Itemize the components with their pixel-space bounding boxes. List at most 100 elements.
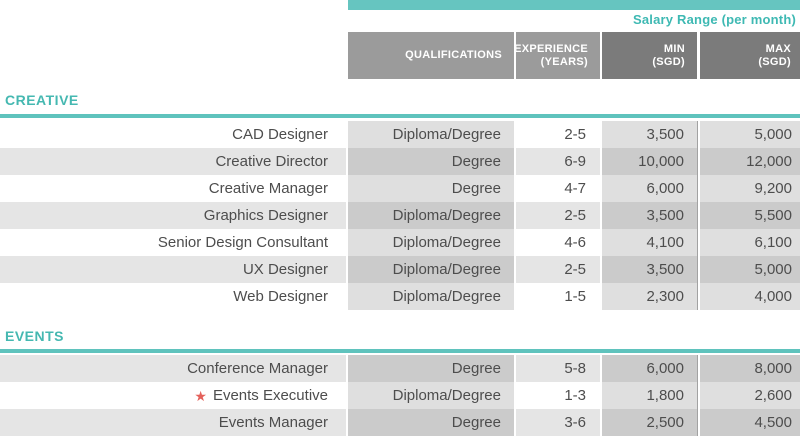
experience-cell: 1-5: [564, 288, 586, 305]
experience-cell: 5-8: [516, 355, 600, 382]
column-header-label: QUALIFICATIONS: [405, 49, 502, 61]
column-gap: [346, 382, 348, 409]
column-gap: [698, 148, 700, 175]
table-row: Graphics Designer Diploma/Degree 2-5 3,500 5…: [0, 202, 800, 229]
section-rule: [0, 114, 800, 118]
max-salary-cell: 4,500: [700, 409, 800, 436]
column-gap: [346, 229, 348, 256]
column-gap: [600, 229, 602, 256]
max-salary-cell: 5,500: [700, 202, 800, 229]
column-gap: [698, 409, 700, 436]
column-gap: [514, 148, 516, 175]
column-header-min: MIN (SGD): [602, 32, 697, 79]
table-row: Events Manager Degree 3-6 2,500 4,500: [0, 409, 800, 436]
job-title-cell: Web Designer: [0, 283, 346, 310]
qualifications-cell: Degree: [348, 148, 514, 175]
qualifications-cell: Degree: [348, 175, 514, 202]
column-gap: [698, 175, 700, 202]
column-gap: [346, 175, 348, 202]
column-gap: [600, 409, 602, 436]
column-header-label: EXPERIENCE: [514, 42, 588, 55]
experience-cell: 2-5: [516, 202, 600, 229]
column-gap: [346, 148, 348, 175]
job-title-cell: UX Designer: [0, 256, 346, 283]
max-salary-cell: 4,000: [700, 283, 800, 310]
experience-cell: 1-3: [564, 387, 586, 404]
min-salary-cell: 2,300: [602, 283, 697, 310]
qualifications-cell: Degree: [348, 355, 514, 382]
column-header-qualifications: QUALIFICATIONS: [348, 32, 514, 79]
salary-range-label: Salary Range (per month): [633, 12, 796, 27]
qualifications-cell: Diploma/Degree: [348, 229, 514, 256]
section-rule: [0, 349, 800, 353]
column-gap: [600, 202, 602, 229]
column-gap: [600, 175, 602, 202]
max-salary-cell: 6,100: [700, 229, 800, 256]
experience-cell: 6-9: [516, 148, 600, 175]
section-title-creative: CREATIVE: [5, 92, 79, 108]
min-salary-cell: 6,000: [602, 355, 697, 382]
column-header-experience: EXPERIENCE (YEARS): [514, 32, 600, 79]
job-title: Graphics Designer: [203, 207, 328, 224]
min-max-divider: [697, 148, 698, 175]
min-max-divider: [697, 256, 698, 283]
column-gap: [697, 32, 700, 79]
table-row: Creative Director Degree 6-9 10,000 12,000: [0, 148, 800, 175]
top-accent-bar: [348, 0, 800, 10]
max-salary-cell: 8,000: [700, 355, 800, 382]
column-gap: [600, 283, 602, 310]
job-title: Web Designer: [233, 288, 328, 305]
max-salary-cell: 5,000: [700, 256, 800, 283]
job-title: Events Executive: [212, 387, 328, 404]
job-title-cell: Conference Manager: [0, 355, 346, 382]
job-title: Creative Manager: [208, 180, 328, 197]
column-gap: [346, 409, 348, 436]
column-gap: [514, 202, 516, 229]
min-salary-cell: 4,100: [602, 229, 697, 256]
table-column-headers: QUALIFICATIONS EXPERIENCE (YEARS) MIN (S…: [348, 32, 800, 79]
column-header-sublabel: (SGD): [758, 55, 791, 68]
job-title-cell: Graphics Designer: [0, 202, 346, 229]
job-title: Senior Design Consultant: [157, 234, 328, 251]
min-max-divider: [697, 382, 698, 409]
table-row: Conference Manager Degree 5-8 6,000 8,000: [0, 355, 800, 382]
max-salary-cell: 5,000: [700, 121, 800, 148]
column-gap: [600, 121, 602, 148]
job-title-cell: Creative Manager: [0, 175, 346, 202]
column-gap: [346, 202, 348, 229]
min-salary-cell: 10,000: [602, 148, 697, 175]
experience-cell: 2-5: [564, 126, 586, 143]
qualifications-cell: Diploma/Degree: [348, 382, 514, 409]
column-gap: [514, 409, 516, 436]
max-salary-cell: 9,200: [700, 175, 800, 202]
qualifications-cell: Diploma/Degree: [348, 283, 514, 310]
column-gap: [600, 256, 602, 283]
min-max-divider: [697, 202, 698, 229]
experience-cell: 3-6: [516, 409, 600, 436]
column-header-sublabel: (SGD): [652, 55, 685, 68]
job-title: CAD Designer: [232, 126, 328, 143]
qualifications-cell: Diploma/Degree: [348, 121, 514, 148]
column-header-label: MIN: [663, 42, 685, 55]
column-gap: [698, 121, 700, 148]
min-max-divider: [697, 175, 698, 202]
min-salary-cell: 3,500: [602, 256, 697, 283]
experience-cell: 4-6: [564, 234, 586, 251]
column-gap: [514, 355, 516, 382]
min-salary-cell: 1,800: [602, 382, 697, 409]
column-gap: [514, 283, 516, 310]
column-gap: [346, 355, 348, 382]
column-gap: [698, 382, 700, 409]
column-gap: [698, 202, 700, 229]
job-title: Creative Director: [215, 153, 328, 170]
job-title-cell: Senior Design Consultant: [0, 229, 346, 256]
min-salary-cell: 6,000: [602, 175, 697, 202]
job-title: Conference Manager: [187, 360, 328, 377]
min-salary-cell: 2,500: [602, 409, 697, 436]
column-header-max: MAX (SGD): [700, 32, 800, 79]
column-gap: [346, 283, 348, 310]
star-icon: ★: [194, 387, 207, 404]
min-salary-cell: 3,500: [602, 121, 697, 148]
section-title-events: EVENTS: [5, 328, 65, 344]
